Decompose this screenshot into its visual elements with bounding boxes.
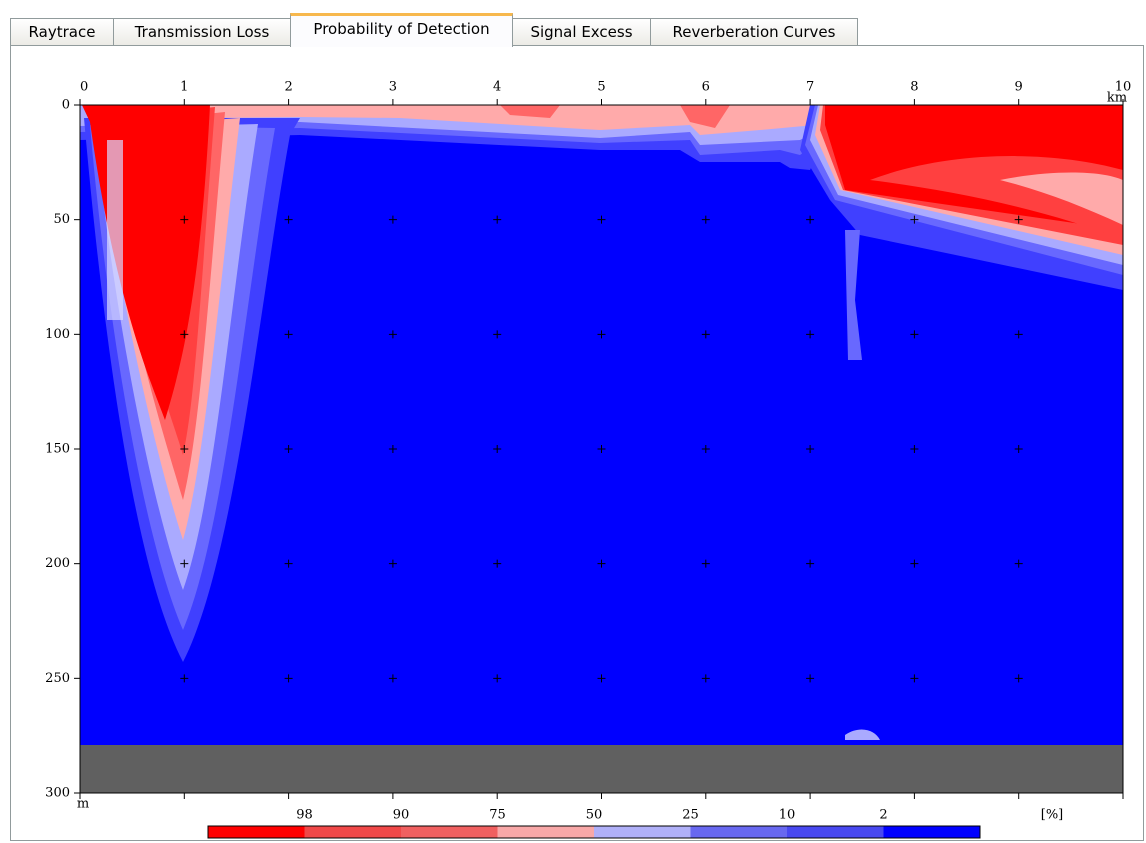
- contour: [1000, 172, 1123, 225]
- grid-cross: [284, 445, 293, 453]
- legend-frame: [207, 825, 981, 839]
- y-unit: m: [77, 797, 89, 812]
- x-tick-label: 6: [702, 80, 710, 95]
- x-unit: km: [1107, 91, 1127, 106]
- legend-swatch: [594, 826, 691, 838]
- grid-cross: [597, 559, 606, 568]
- grid-cross: [388, 330, 397, 339]
- x-tick-label: 7: [806, 80, 814, 95]
- grid-cross: [180, 330, 189, 339]
- contour: [200, 105, 820, 135]
- y-tick-label: 0: [62, 98, 70, 113]
- x-tick-label: 2: [284, 80, 292, 95]
- grid-cross: [284, 674, 293, 683]
- legend-swatch: [497, 826, 594, 838]
- grid-cross: [388, 674, 397, 683]
- grid-cross: [180, 445, 189, 453]
- contour: [845, 729, 880, 740]
- grid-cross: [910, 215, 919, 224]
- y-tick-label: 100: [45, 327, 70, 342]
- legend-unit: [%]: [1041, 808, 1064, 823]
- grid-cross: [1014, 445, 1023, 453]
- x-tick-label: 4: [493, 80, 501, 95]
- grid-cross: [806, 445, 815, 453]
- y-tick-label: 300: [45, 786, 70, 801]
- grid-cross: [388, 559, 397, 568]
- x-tick-label: 3: [389, 80, 397, 95]
- grid-cross: [806, 215, 815, 224]
- grid-cross: [493, 445, 502, 453]
- y-tick-label: 250: [45, 671, 70, 686]
- tab[interactable]: Signal Excess: [512, 18, 651, 45]
- tab[interactable]: Probability of Detection: [290, 13, 513, 47]
- grid-cross: [284, 330, 293, 339]
- grid-cross: [493, 674, 502, 683]
- grid-cross: [701, 559, 710, 568]
- tab[interactable]: Reverberation Curves: [650, 18, 858, 45]
- legend-swatch: [208, 826, 305, 838]
- grid-cross: [910, 330, 919, 339]
- grid-cross: [597, 215, 606, 224]
- x-tick-label: 8: [910, 80, 918, 95]
- legend-swatch: [401, 826, 498, 838]
- legend-swatch: [690, 826, 787, 838]
- grid-cross: [1014, 559, 1023, 568]
- grid-cross: [701, 674, 710, 683]
- grid-cross: [597, 445, 606, 453]
- legend-swatch: [304, 826, 401, 838]
- y-tick-label: 150: [45, 442, 70, 457]
- grid-cross: [493, 330, 502, 339]
- x-tick-label: 10: [1115, 80, 1132, 95]
- legend-label: 75: [489, 808, 506, 823]
- grid-cross: [597, 330, 606, 339]
- x-tick-label: 1: [180, 80, 188, 95]
- grid-cross: [806, 559, 815, 568]
- contour: [845, 230, 862, 360]
- legend-label: 2: [879, 808, 887, 823]
- grid-cross: [910, 674, 919, 683]
- contour: [107, 140, 123, 320]
- tab[interactable]: Raytrace: [10, 18, 114, 45]
- contour: [500, 105, 730, 128]
- grid-cross: [1014, 330, 1023, 339]
- legend-label: 50: [586, 808, 603, 823]
- legend-label: 98: [296, 808, 313, 823]
- y-tick-label: 200: [45, 556, 70, 571]
- grid-cross: [388, 445, 397, 453]
- x-tick-label: 5: [597, 80, 605, 95]
- grid-cross: [701, 215, 710, 224]
- y-tick-label: 50: [53, 212, 70, 227]
- grid-cross: [1014, 674, 1023, 683]
- grid-cross: [388, 215, 397, 224]
- grid-cross: [806, 330, 815, 339]
- grid-cross: [493, 559, 502, 568]
- grid-cross: [284, 215, 293, 224]
- grid-cross: [806, 674, 815, 683]
- seabed: [80, 745, 1123, 793]
- grid-cross: [180, 215, 189, 224]
- x-tick-label: 9: [1015, 80, 1023, 95]
- grid-cross: [910, 445, 919, 453]
- legend-label: 25: [682, 808, 699, 823]
- grid-cross: [597, 674, 606, 683]
- legend-swatch: [787, 826, 884, 838]
- grid-cross: [701, 330, 710, 339]
- grid-cross: [180, 559, 189, 568]
- grid-cross: [493, 215, 502, 224]
- grid-cross: [1014, 215, 1023, 224]
- grid-cross: [910, 559, 919, 568]
- grid-cross: [701, 445, 710, 453]
- grid-cross: [180, 674, 189, 683]
- tab[interactable]: Transmission Loss: [113, 18, 291, 45]
- legend-label: 90: [393, 808, 410, 823]
- legend-swatch: [883, 826, 980, 838]
- x-tick-label: 0: [80, 80, 88, 95]
- grid-cross: [284, 559, 293, 568]
- legend-label: 10: [779, 808, 796, 823]
